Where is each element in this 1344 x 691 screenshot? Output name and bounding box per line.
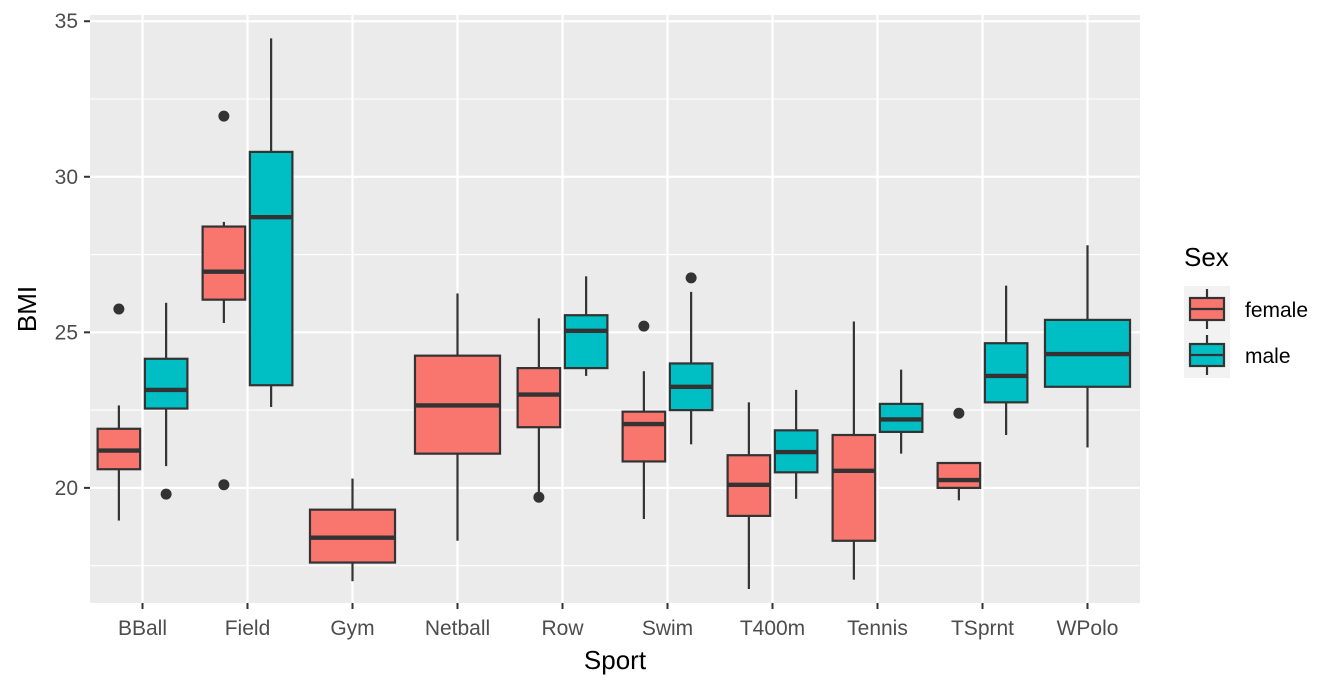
outlier-point bbox=[685, 272, 697, 284]
box-body bbox=[563, 314, 609, 370]
x-tick-label: WPolo bbox=[1057, 617, 1119, 640]
box-male-bball bbox=[143, 302, 189, 500]
box-body bbox=[621, 410, 667, 463]
x-tick-label: T400m bbox=[740, 617, 805, 640]
box-female-t400m bbox=[726, 402, 772, 589]
y-tick-label: 25 bbox=[55, 321, 78, 344]
box-male-swim bbox=[668, 272, 714, 445]
x-axis-title: Sport bbox=[584, 645, 647, 675]
outlier-point bbox=[218, 479, 230, 491]
outlier-point bbox=[638, 320, 650, 332]
legend-key-female: female bbox=[1184, 286, 1308, 332]
x-tick-label: TSprnt bbox=[951, 617, 1014, 640]
box-female-tsprnt bbox=[936, 407, 982, 501]
box-male-tennis bbox=[878, 369, 924, 454]
box-male-row bbox=[563, 276, 609, 376]
x-axis: BBall Field Gym Netball Row Swim T400m Tennis TS… bbox=[118, 603, 1118, 640]
box-female-gym bbox=[308, 478, 397, 582]
legend-label-male: male bbox=[1245, 345, 1291, 368]
y-tick-label: 30 bbox=[55, 166, 78, 189]
box-female-row bbox=[516, 318, 562, 503]
box-male-tsprnt bbox=[983, 285, 1029, 435]
legend-keys: female male bbox=[1184, 286, 1308, 378]
x-tick-label: Swim bbox=[642, 617, 693, 640]
x-tick-label: Gym bbox=[330, 617, 374, 640]
outlier-point bbox=[113, 303, 125, 315]
box-female-swim bbox=[621, 320, 667, 519]
y-tick-label: 20 bbox=[55, 477, 78, 500]
x-tick-label: Field bbox=[225, 617, 271, 640]
legend-title: Sex bbox=[1184, 242, 1229, 272]
x-tick-label: Tennis bbox=[847, 617, 908, 640]
y-tick-label: 35 bbox=[55, 10, 78, 33]
box-male-field bbox=[248, 38, 294, 407]
x-tick-label: Row bbox=[541, 617, 584, 640]
box-body bbox=[983, 342, 1029, 404]
y-axis: 20 25 30 35 bbox=[55, 10, 90, 500]
legend-key-male: male bbox=[1184, 332, 1291, 378]
outlier-point bbox=[160, 488, 172, 500]
box-body bbox=[516, 367, 562, 429]
box-female-tennis bbox=[831, 321, 877, 580]
box-male-wpolo bbox=[1043, 245, 1132, 448]
box-body bbox=[831, 433, 877, 542]
x-tick-label: BBall bbox=[118, 617, 167, 640]
outlier-point bbox=[953, 407, 965, 419]
box-body bbox=[936, 461, 982, 489]
box-body bbox=[143, 357, 189, 410]
x-tick-label: Netball bbox=[425, 617, 490, 640]
box-body bbox=[201, 225, 247, 301]
box-male-t400m bbox=[773, 389, 819, 499]
outlier-point bbox=[218, 110, 230, 122]
box-female-netball bbox=[413, 293, 502, 541]
box-female-bball bbox=[96, 303, 142, 521]
legend-label-female: female bbox=[1245, 299, 1308, 322]
legend: Sex female male bbox=[1184, 242, 1308, 378]
y-axis-title: BMI bbox=[12, 286, 42, 332]
box-female-field bbox=[201, 110, 247, 491]
outlier-point bbox=[533, 491, 545, 503]
box-body bbox=[248, 150, 294, 387]
boxes bbox=[96, 38, 1132, 589]
